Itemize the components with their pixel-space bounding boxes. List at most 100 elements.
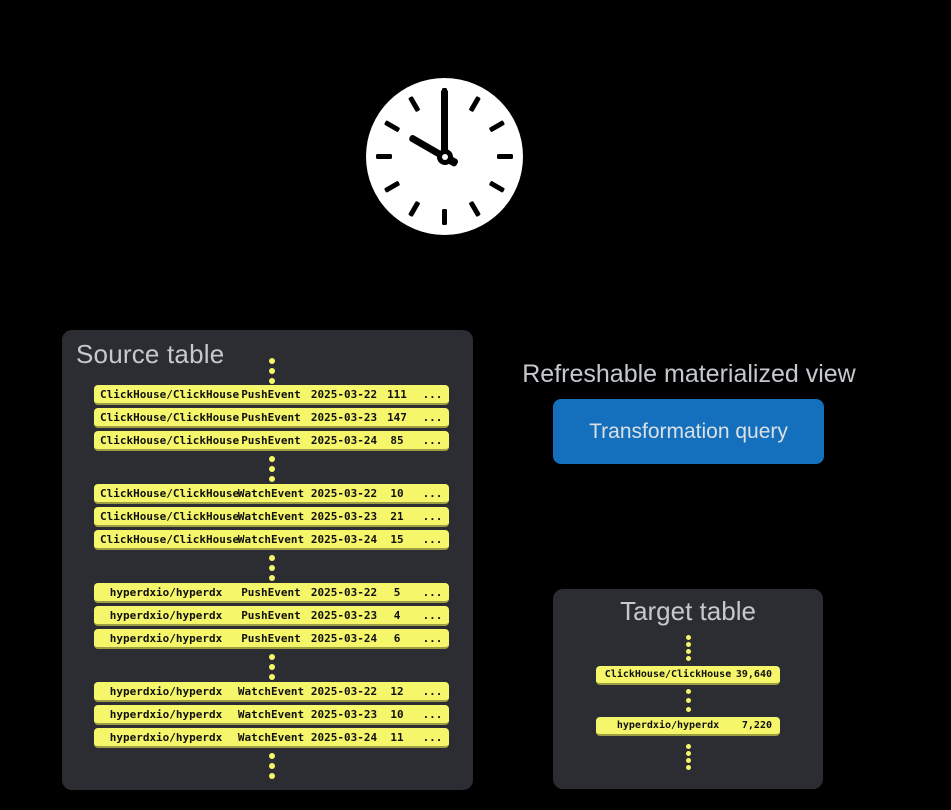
ellipsis-dots xyxy=(685,635,691,661)
source-cell-more: ... xyxy=(422,532,443,546)
source-cell-date: 2025-03-23 xyxy=(310,509,378,523)
target-cell-value: 7,220 xyxy=(741,720,772,731)
source-cell-count: 15 xyxy=(390,532,404,546)
source-cell-event: WatchEvent xyxy=(237,730,305,744)
source-table-panel: Source table ClickHouse/ClickHouse PushEv… xyxy=(62,330,473,790)
source-cell-count: 111 xyxy=(387,387,407,401)
source-cell-event: WatchEvent xyxy=(237,486,305,500)
source-cell-repo: hyperdxio/hyperdx xyxy=(109,631,223,645)
source-cell-event: WatchEvent xyxy=(237,532,305,546)
source-cell-count: 10 xyxy=(390,707,404,721)
source-cell-more: ... xyxy=(422,608,443,622)
source-table-row: ClickHouse/ClickHouse PushEvent 2025-03-23… xyxy=(94,408,449,428)
source-table-row: ClickHouse/ClickHouse PushEvent 2025-03-24… xyxy=(94,431,449,451)
source-cell-count: 4 xyxy=(393,608,401,622)
source-cell-repo: ClickHouse/ClickHouse xyxy=(100,433,240,447)
source-cell-more: ... xyxy=(422,509,443,523)
source-cell-more: ... xyxy=(422,387,443,401)
ellipsis-dots xyxy=(94,553,449,583)
source-cell-event: PushEvent xyxy=(241,433,301,447)
source-cell-event: WatchEvent xyxy=(237,684,305,698)
source-cell-repo: ClickHouse/ClickHouse xyxy=(100,532,240,546)
source-table-row: ClickHouse/ClickHouse WatchEvent 2025-03-2… xyxy=(94,507,449,527)
source-cell-event: PushEvent xyxy=(241,410,301,424)
source-cell-repo: hyperdxio/hyperdx xyxy=(109,585,223,599)
target-table-row: ClickHouse/ClickHouse 39,640 xyxy=(596,666,780,685)
source-cell-date: 2025-03-24 xyxy=(310,631,378,645)
source-cell-more: ... xyxy=(422,585,443,599)
source-cell-more: ... xyxy=(422,631,443,645)
source-cell-repo: hyperdxio/hyperdx xyxy=(109,707,223,721)
source-table-body: ClickHouse/ClickHouse PushEvent 2025-03-22… xyxy=(94,385,449,781)
target-table-title: Target table xyxy=(620,596,756,626)
target-table-row: hyperdxio/hyperdx 7,220 xyxy=(596,717,780,736)
ellipsis-dots xyxy=(94,454,449,484)
source-table-row: ClickHouse/ClickHouse PushEvent 2025-03-22… xyxy=(94,385,449,405)
source-table-row: hyperdxio/hyperdx WatchEvent 2025-03-23 10.… xyxy=(94,705,449,725)
source-cell-repo: ClickHouse/ClickHouse xyxy=(100,410,240,424)
source-cell-date: 2025-03-24 xyxy=(310,532,378,546)
source-cell-repo: ClickHouse/ClickHouse xyxy=(100,486,240,500)
ellipsis-dots xyxy=(94,358,449,384)
source-cell-count: 6 xyxy=(393,631,401,645)
source-cell-more: ... xyxy=(422,684,443,698)
source-cell-date: 2025-03-22 xyxy=(310,585,378,599)
source-cell-repo: hyperdxio/hyperdx xyxy=(109,730,223,744)
target-cell-repo: ClickHouse/ClickHouse xyxy=(604,669,732,680)
source-cell-event: PushEvent xyxy=(241,387,301,401)
source-cell-date: 2025-03-23 xyxy=(310,707,378,721)
source-cell-date: 2025-03-22 xyxy=(310,486,378,500)
source-row-group: ClickHouse/ClickHouse WatchEvent 2025-03-2… xyxy=(94,484,449,550)
source-cell-event: PushEvent xyxy=(241,608,301,622)
source-cell-count: 147 xyxy=(387,410,407,424)
target-cell-value: 39,640 xyxy=(735,669,772,680)
source-table-row: ClickHouse/ClickHouse WatchEvent 2025-03-2… xyxy=(94,530,449,550)
ellipsis-dots xyxy=(685,689,691,712)
materialized-view-label: Refreshable materialized view xyxy=(522,360,856,388)
clock-illustration xyxy=(366,78,523,235)
source-table-header: Source table xyxy=(62,330,473,385)
source-cell-event: PushEvent xyxy=(241,585,301,599)
source-cell-count: 85 xyxy=(390,433,404,447)
source-row-group: hyperdxio/hyperdx PushEvent 2025-03-22 5...… xyxy=(94,583,449,649)
source-cell-more: ... xyxy=(422,730,443,744)
target-cell-repo: hyperdxio/hyperdx xyxy=(616,720,720,731)
source-cell-repo: ClickHouse/ClickHouse xyxy=(100,509,240,523)
source-table-row: hyperdxio/hyperdx WatchEvent 2025-03-24 11.… xyxy=(94,728,449,748)
source-cell-count: 10 xyxy=(390,486,404,500)
source-cell-more: ... xyxy=(422,486,443,500)
source-cell-repo: hyperdxio/hyperdx xyxy=(109,608,223,622)
source-cell-date: 2025-03-24 xyxy=(310,433,378,447)
source-cell-more: ... xyxy=(422,410,443,424)
source-table-row: hyperdxio/hyperdx PushEvent 2025-03-23 4... xyxy=(94,606,449,626)
clock-minute-hand xyxy=(441,88,448,157)
source-cell-date: 2025-03-23 xyxy=(310,410,378,424)
source-cell-repo: ClickHouse/ClickHouse xyxy=(100,387,240,401)
source-table-title: Source table xyxy=(76,339,225,369)
clock-hub xyxy=(436,148,453,165)
source-table-row: ClickHouse/ClickHouse WatchEvent 2025-03-2… xyxy=(94,484,449,504)
ellipsis-dots xyxy=(94,751,449,781)
target-table-panel: Target table ClickHouse/ClickHouse 39,64… xyxy=(553,589,823,789)
source-table-row: hyperdxio/hyperdx PushEvent 2025-03-22 5... xyxy=(94,583,449,603)
source-cell-event: WatchEvent xyxy=(237,509,305,523)
source-cell-date: 2025-03-24 xyxy=(310,730,378,744)
source-cell-count: 11 xyxy=(390,730,404,744)
source-cell-more: ... xyxy=(422,707,443,721)
source-cell-more: ... xyxy=(422,433,443,447)
ellipsis-dots xyxy=(685,744,691,770)
ellipsis-dots xyxy=(94,652,449,682)
source-cell-repo: hyperdxio/hyperdx xyxy=(109,684,223,698)
source-cell-event: WatchEvent xyxy=(237,707,305,721)
source-table-row: hyperdxio/hyperdx WatchEvent 2025-03-22 12.… xyxy=(94,682,449,702)
source-row-group: hyperdxio/hyperdx WatchEvent 2025-03-22 12.… xyxy=(94,682,449,748)
source-cell-count: 21 xyxy=(390,509,404,523)
source-table-row: hyperdxio/hyperdx PushEvent 2025-03-24 6... xyxy=(94,629,449,649)
source-cell-date: 2025-03-22 xyxy=(310,684,378,698)
source-cell-event: PushEvent xyxy=(241,631,301,645)
source-cell-count: 5 xyxy=(393,585,401,599)
source-cell-count: 12 xyxy=(390,684,404,698)
source-row-group: ClickHouse/ClickHouse PushEvent 2025-03-22… xyxy=(94,385,449,451)
transformation-query-button[interactable]: Transformation query xyxy=(553,399,824,464)
